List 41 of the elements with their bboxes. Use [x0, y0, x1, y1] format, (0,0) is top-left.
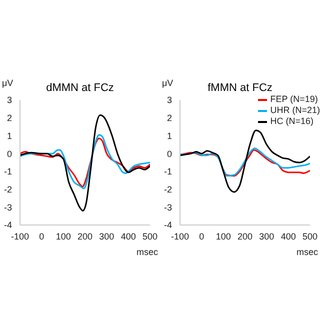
x-tick-label: 400	[120, 231, 136, 242]
y-tick-label: 0	[6, 148, 12, 159]
y-tick-label: 1	[6, 130, 12, 141]
y-tick-label: 2	[166, 113, 172, 124]
x-tick-label: 500	[142, 231, 158, 242]
x-tick-label: 300	[259, 231, 274, 242]
y-tick-label: -4	[164, 220, 172, 230]
x-tick-label: 500	[302, 231, 318, 242]
y-tick-label: 3	[166, 95, 172, 106]
y-tick-label: 1	[166, 130, 172, 141]
x-tick-label: 200	[237, 231, 253, 242]
x-tick-label: 0	[39, 231, 44, 242]
x-tick-label: 200	[77, 231, 93, 242]
x-tick-label: -100	[170, 231, 190, 242]
chart-title: dMMN at FCz	[46, 82, 114, 94]
legend-label: UHR (N=21)	[270, 105, 320, 116]
x-tick-label: 100	[56, 231, 71, 242]
y-tick-label: -3	[4, 202, 12, 212]
y-tick-label: -4	[4, 220, 12, 230]
y-tick-label: -1	[4, 166, 12, 177]
y-axis-title: μV	[2, 78, 14, 88]
y-tick-label: 0	[166, 148, 172, 159]
y-tick-label: -2	[4, 184, 12, 194]
x-tick-label: -100	[10, 231, 30, 242]
y-tick-label: 2	[6, 113, 12, 124]
x-axis-title: msec	[296, 247, 318, 257]
legend-label: HC (N=16)	[270, 116, 314, 127]
y-tick-label: -3	[164, 202, 172, 212]
chart-title: fMMN at FCz	[208, 82, 272, 94]
x-tick-label: 0	[199, 231, 204, 242]
y-tick-label: -2	[164, 184, 172, 194]
x-tick-label: 400	[280, 231, 296, 242]
line-series	[180, 130, 310, 193]
x-axis-title: msec	[136, 247, 158, 257]
y-axis-title: μV	[162, 78, 174, 88]
y-tick-label: 3	[6, 95, 12, 106]
legend-label: FEP (N=19)	[270, 94, 318, 105]
line-series	[20, 114, 150, 212]
x-tick-label: 100	[216, 231, 231, 242]
x-tick-label: 300	[99, 231, 114, 242]
y-tick-label: -1	[164, 166, 172, 177]
